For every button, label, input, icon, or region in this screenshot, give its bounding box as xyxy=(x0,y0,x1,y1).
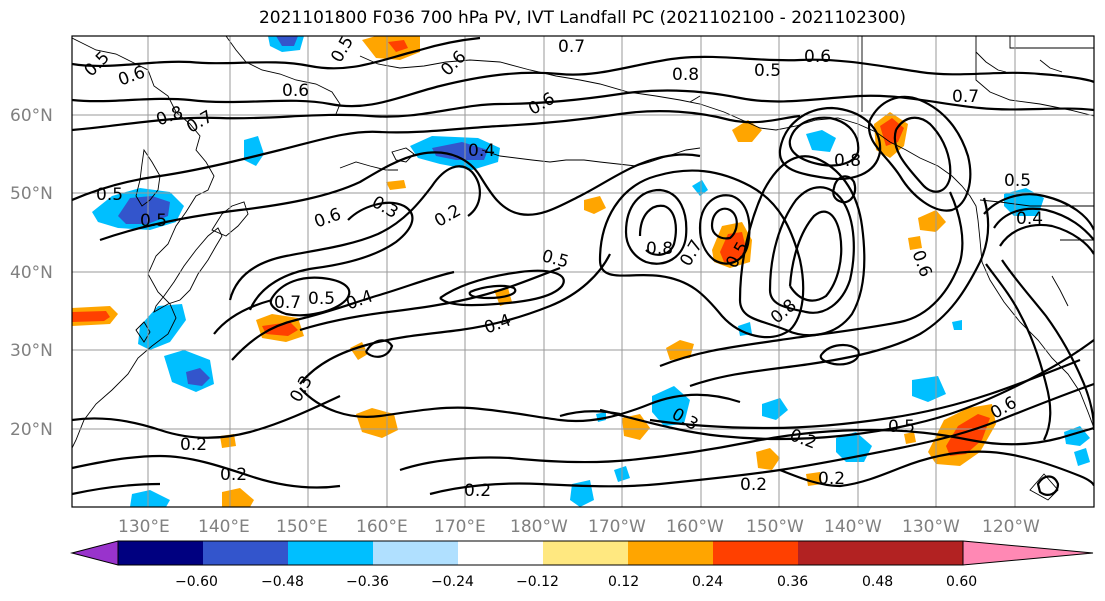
colorbar-tick-label: −0.36 xyxy=(346,574,389,590)
contour-label: 0.4 xyxy=(1016,209,1043,229)
lon-label: 140°W xyxy=(824,517,882,537)
lon-label: 160°W xyxy=(666,517,724,537)
colorbar-tick-label: −0.48 xyxy=(261,574,304,590)
contour-label: 0.8 xyxy=(672,65,699,85)
colorbar-extend-low xyxy=(70,540,119,566)
colorbar-segment xyxy=(458,541,543,565)
colorbar-tick-label: 0.60 xyxy=(946,574,977,590)
colorbar-segment xyxy=(288,541,373,565)
contour-label: 0.7 xyxy=(274,293,301,313)
lat-label: 50°N xyxy=(10,184,53,204)
lon-label: 170°E xyxy=(434,517,486,537)
colorbar-segment xyxy=(713,541,798,565)
contour-label: 0.2 xyxy=(740,475,767,495)
lon-label: 170°W xyxy=(588,517,646,537)
colorbar: −0.60 −0.48 −0.36 −0.24 −0.12 0.12 0.24 … xyxy=(70,540,1094,590)
contour-label: 0.2 xyxy=(220,465,247,485)
contour-label: 0.5 xyxy=(888,417,915,437)
lon-label: 130°E xyxy=(118,517,170,537)
latitude-labels: 60°N 50°N 40°N 30°N 20°N xyxy=(10,106,53,440)
colorbar-tick-label: 0.24 xyxy=(692,574,723,590)
map-frame xyxy=(71,35,1095,508)
lon-label: 150°W xyxy=(746,517,804,537)
contour-label: 0.7 xyxy=(952,87,979,107)
contour-label: 0.5 xyxy=(308,289,335,309)
lat-label: 30°N xyxy=(10,341,53,361)
colorbar-tick-label: 0.36 xyxy=(777,574,808,590)
lon-label: 150°E xyxy=(276,517,328,537)
lat-label: 60°N xyxy=(10,106,53,126)
contour-label: 0.6 xyxy=(804,47,831,67)
map-title: 2021101800 F036 700 hPa PV, IVT Landfall… xyxy=(258,8,906,28)
longitude-labels: 130°E 140°E 150°E 160°E 170°E 180°W 170°… xyxy=(118,517,1040,537)
lon-label: 160°E xyxy=(356,517,408,537)
contour-label: 0.8 xyxy=(834,151,861,171)
pv-contours xyxy=(72,36,1094,496)
lon-label: 130°W xyxy=(902,517,960,537)
colorbar-tick-label: −0.60 xyxy=(175,574,218,590)
lat-label: 40°N xyxy=(10,263,53,283)
contour-label: 0.5 xyxy=(96,185,123,205)
contour-label: 0.2 xyxy=(464,481,491,501)
colorbar-tick-label: −0.24 xyxy=(431,574,474,590)
colorbar-segment xyxy=(883,541,963,565)
colorbar-extend-high xyxy=(962,540,1094,566)
lon-label: 120°W xyxy=(982,517,1040,537)
colorbar-tick-label: 0.48 xyxy=(862,574,893,590)
contour-label: 0.4 xyxy=(468,141,495,161)
colorbar-segment xyxy=(203,541,288,565)
contour-label: 0.6 xyxy=(282,81,309,101)
contour-label: 0.2 xyxy=(180,435,207,455)
contour-label: 0.8 xyxy=(646,239,673,259)
contour-label: 0.2 xyxy=(818,469,845,489)
colorbar-tick-label: −0.12 xyxy=(516,574,559,590)
coastlines xyxy=(72,36,1094,501)
colorbar-segment xyxy=(628,541,713,565)
colorbar-segment xyxy=(118,541,203,565)
colorbar-segment xyxy=(543,541,628,565)
contour-label: 0.5 xyxy=(1004,171,1031,191)
contour-label: 0.5 xyxy=(140,211,167,231)
colorbar-tick-label: 0.12 xyxy=(608,574,639,590)
colorbar-tick-labels: −0.60 −0.48 −0.36 −0.24 −0.12 0.12 0.24 … xyxy=(175,574,977,590)
contour-label: 0.7 xyxy=(558,37,585,57)
colorbar-segment xyxy=(798,541,883,565)
lon-label: 140°E xyxy=(198,517,250,537)
contour-label: 0.5 xyxy=(754,61,781,81)
colorbar-segment xyxy=(373,541,458,565)
lon-label: 180°W xyxy=(510,517,568,537)
lat-label: 20°N xyxy=(10,420,53,440)
